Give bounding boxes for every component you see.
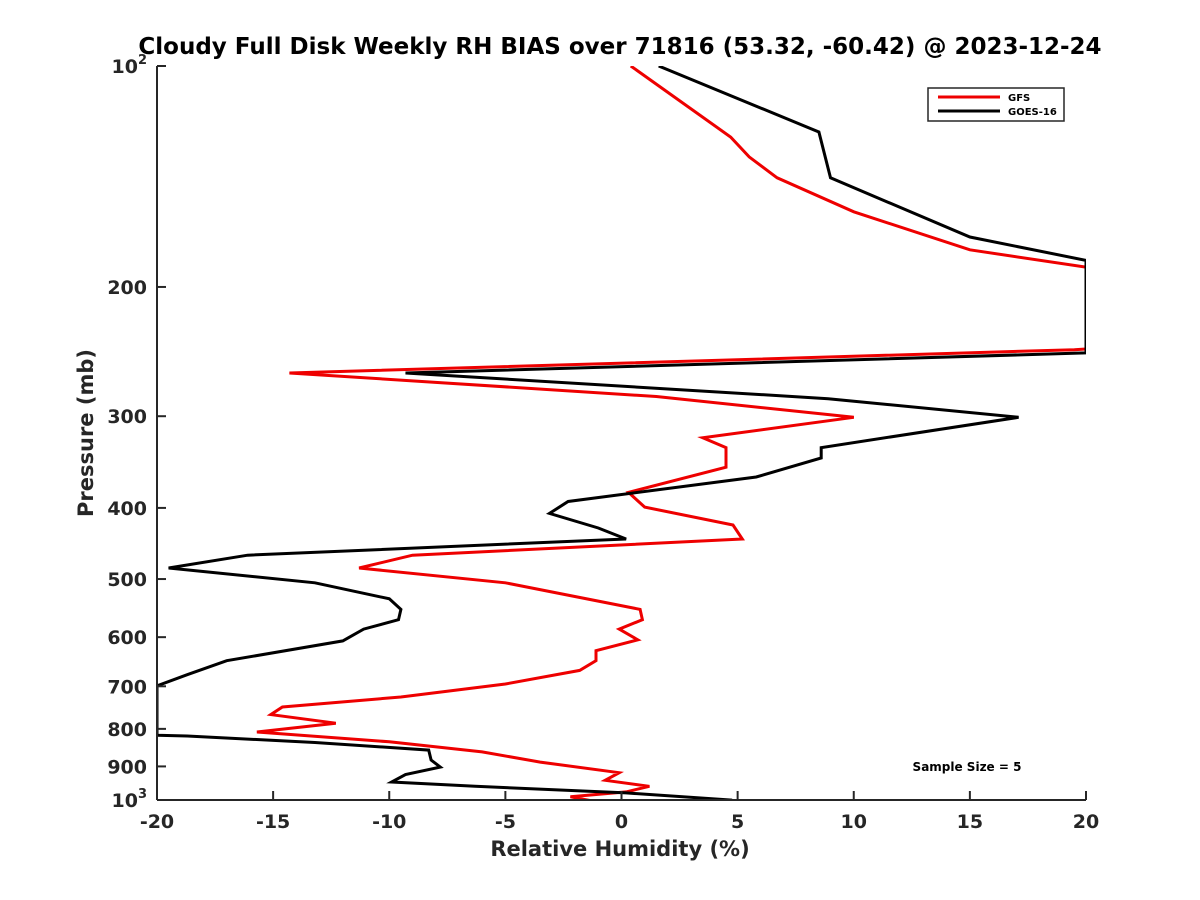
y-axis-label: Pressure (mb) bbox=[74, 349, 98, 517]
y-tick-label: 800 bbox=[107, 719, 147, 741]
y-tick-label: 103 bbox=[112, 787, 148, 812]
sample-size-note: Sample Size = 5 bbox=[913, 760, 1022, 774]
x-tick-label: 10 bbox=[841, 811, 867, 833]
x-tick-label: 0 bbox=[615, 811, 628, 833]
chart-title: Cloudy Full Disk Weekly RH BIAS over 718… bbox=[138, 34, 1101, 60]
series-line-goes-16 bbox=[157, 66, 1086, 800]
y-tick-label: 600 bbox=[107, 627, 147, 649]
y-tick-label: 200 bbox=[107, 277, 147, 299]
x-tick-label: 5 bbox=[731, 811, 744, 833]
x-tick-label: 20 bbox=[1073, 811, 1099, 833]
x-tick-label: -15 bbox=[256, 811, 290, 833]
series-line-gfs bbox=[256, 66, 1086, 800]
x-axis-label: Relative Humidity (%) bbox=[490, 837, 749, 861]
y-tick-label: 400 bbox=[107, 498, 147, 520]
y-tick-label: 700 bbox=[107, 676, 147, 698]
axes-layer: -20 -15 -10 -5 0 5 10 15 20 102 200 300 400 500 600 700… bbox=[107, 53, 1099, 833]
x-tick-label: -5 bbox=[495, 811, 516, 833]
legend-label: GOES-16 bbox=[1008, 107, 1057, 118]
x-tick-label: 15 bbox=[957, 811, 983, 833]
legend-box bbox=[927, 87, 1065, 122]
y-tick-label: 500 bbox=[107, 569, 147, 591]
x-tick-label: -20 bbox=[140, 811, 174, 833]
legend: GFS GOES-16 bbox=[927, 87, 1065, 122]
series-layer bbox=[157, 66, 1086, 800]
x-tick-label: -10 bbox=[372, 811, 406, 833]
y-tick-label: 102 bbox=[112, 53, 148, 78]
legend-label: GFS bbox=[1008, 93, 1030, 104]
y-tick-label: 300 bbox=[107, 406, 147, 428]
y-tick-label: 900 bbox=[107, 756, 147, 778]
